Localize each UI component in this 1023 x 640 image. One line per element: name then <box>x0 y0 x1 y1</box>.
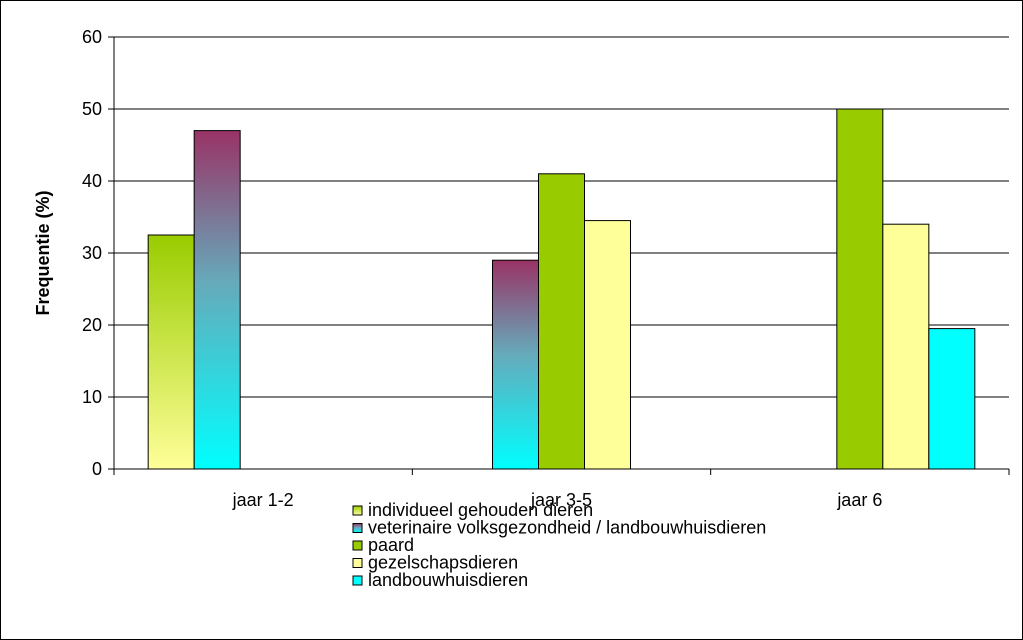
legend-entry-label: veterinaire volksgezondheid / landbouwhu… <box>368 518 766 538</box>
legend-entry-label: individueel gehouden dieren <box>368 500 593 520</box>
x-tick-label: jaar 6 <box>836 490 882 510</box>
legend-entry-label: gezelschapsdieren <box>368 553 518 573</box>
y-axis-label: Frequentie (%) <box>33 190 53 315</box>
axes: 0 10 20 30 40 50 60 jaar 1-2 jaar 3-5 jaar 6 <box>82 27 1010 510</box>
bars <box>147 108 976 470</box>
legend-entry-label: paard <box>368 535 414 555</box>
bar <box>882 223 930 470</box>
legend-swatch <box>352 575 363 586</box>
x-tick-label: jaar 3-5 <box>530 490 592 510</box>
bar <box>584 220 631 470</box>
y-tick-label: 10 <box>82 387 102 407</box>
legend-swatch <box>352 558 363 568</box>
y-tick-label: 50 <box>82 99 102 119</box>
x-tick-label: jaar 1-2 <box>232 490 294 510</box>
y-tick-label: 60 <box>82 27 102 47</box>
bar <box>928 328 976 470</box>
bar <box>538 173 585 470</box>
bar <box>492 259 539 470</box>
y-tick-label: 30 <box>82 243 102 263</box>
y-tick-label: 40 <box>82 171 102 191</box>
y-tick-label: 20 <box>82 315 102 335</box>
bar <box>193 130 241 470</box>
y-tick-label: 0 <box>92 459 102 479</box>
bar <box>836 108 884 470</box>
bar <box>147 234 195 470</box>
legend-swatch <box>352 540 363 551</box>
legend-swatch <box>352 505 363 516</box>
legend-entry-label: landbouwhuisdieren <box>368 570 528 590</box>
legend-swatch <box>352 523 363 533</box>
